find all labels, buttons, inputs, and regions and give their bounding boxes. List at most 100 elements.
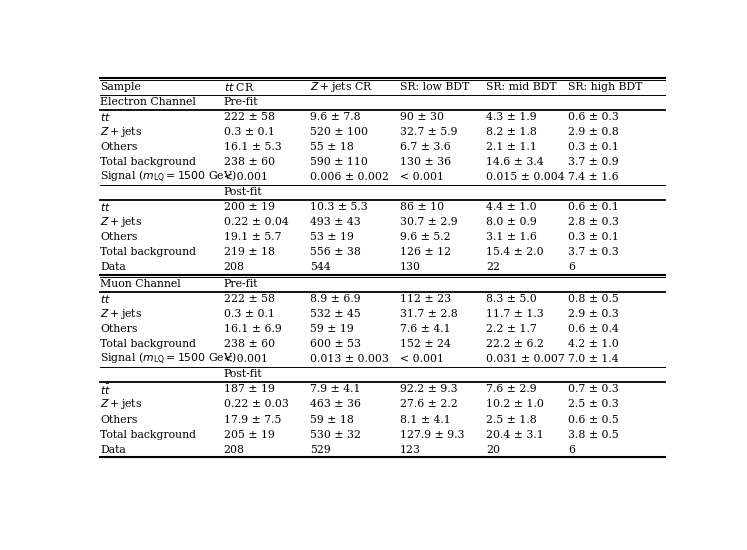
Text: 2.9 ± 0.8: 2.9 ± 0.8 (568, 127, 619, 137)
Text: 0.3 ± 0.1: 0.3 ± 0.1 (223, 127, 274, 137)
Text: 6: 6 (568, 262, 575, 272)
Text: 3.7 ± 0.3: 3.7 ± 0.3 (568, 248, 619, 257)
Text: $Z+$jets: $Z+$jets (100, 307, 143, 321)
Text: 0.015 ± 0.004: 0.015 ± 0.004 (486, 172, 565, 182)
Text: 20: 20 (486, 444, 500, 455)
Text: $t\bar{t}$: $t\bar{t}$ (100, 292, 111, 306)
Text: 27.6 ± 2.2: 27.6 ± 2.2 (400, 399, 458, 410)
Text: 205 ± 19: 205 ± 19 (223, 430, 274, 439)
Text: 520 ± 100: 520 ± 100 (311, 127, 368, 137)
Text: 86 ± 10: 86 ± 10 (400, 202, 444, 212)
Text: 544: 544 (311, 262, 331, 272)
Text: 6: 6 (568, 444, 575, 455)
Text: 16.1 ± 6.9: 16.1 ± 6.9 (223, 324, 282, 334)
Text: 152 ± 24: 152 ± 24 (400, 339, 451, 349)
Text: 8.1 ± 4.1: 8.1 ± 4.1 (400, 415, 451, 425)
Text: 126 ± 12: 126 ± 12 (400, 248, 451, 257)
Text: Total background: Total background (100, 157, 196, 167)
Text: 2.5 ± 1.8: 2.5 ± 1.8 (486, 415, 536, 425)
Text: 59 ± 19: 59 ± 19 (311, 324, 354, 334)
Text: 17.9 ± 7.5: 17.9 ± 7.5 (223, 415, 281, 425)
Text: 590 ± 110: 590 ± 110 (311, 157, 368, 167)
Text: 32.7 ± 5.9: 32.7 ± 5.9 (400, 127, 458, 137)
Text: 600 ± 53: 600 ± 53 (311, 339, 362, 349)
Text: 16.1 ± 5.3: 16.1 ± 5.3 (223, 142, 282, 152)
Text: < 0.001: < 0.001 (400, 172, 444, 182)
Text: 4.3 ± 1.9: 4.3 ± 1.9 (486, 112, 536, 122)
Text: Electron Channel: Electron Channel (100, 97, 196, 107)
Text: 90 ± 30: 90 ± 30 (400, 112, 444, 122)
Text: 2.8 ± 0.3: 2.8 ± 0.3 (568, 217, 619, 227)
Text: $t\bar{t}$: $t\bar{t}$ (100, 200, 111, 214)
Text: 31.7 ± 2.8: 31.7 ± 2.8 (400, 309, 458, 320)
Text: $Z+$jets: $Z+$jets (100, 398, 143, 411)
Text: Sample: Sample (100, 82, 141, 92)
Text: 556 ± 38: 556 ± 38 (311, 248, 362, 257)
Text: 3.7 ± 0.9: 3.7 ± 0.9 (568, 157, 619, 167)
Text: 10.3 ± 5.3: 10.3 ± 5.3 (311, 202, 368, 212)
Text: 22: 22 (486, 262, 500, 272)
Text: $Z+$jets: $Z+$jets (100, 125, 143, 139)
Text: SR: mid BDT: SR: mid BDT (486, 82, 557, 92)
Text: 19.1 ± 5.7: 19.1 ± 5.7 (223, 233, 281, 243)
Text: Total background: Total background (100, 248, 196, 257)
Text: 7.6 ± 4.1: 7.6 ± 4.1 (400, 324, 451, 334)
Text: $t\bar{t}$: $t\bar{t}$ (100, 110, 111, 124)
Text: 0.031 ± 0.007: 0.031 ± 0.007 (486, 354, 565, 365)
Text: 8.0 ± 0.9: 8.0 ± 0.9 (486, 217, 536, 227)
Text: Post-fit: Post-fit (223, 370, 262, 379)
Text: 0.3 ± 0.1: 0.3 ± 0.1 (568, 142, 619, 152)
Text: Signal ($m_{\mathrm{LQ}} = 1500$ GeV): Signal ($m_{\mathrm{LQ}} = 1500$ GeV) (100, 351, 237, 367)
Text: 123: 123 (400, 444, 421, 455)
Text: Data: Data (100, 444, 126, 455)
Text: 463 ± 36: 463 ± 36 (311, 399, 362, 410)
Text: $t\bar{t}$ CR: $t\bar{t}$ CR (223, 80, 255, 94)
Text: 7.6 ± 2.9: 7.6 ± 2.9 (486, 384, 536, 394)
Text: < 0.001: < 0.001 (223, 172, 267, 182)
Text: $Z+$jets CR: $Z+$jets CR (311, 80, 374, 94)
Text: 0.013 ± 0.003: 0.013 ± 0.003 (311, 354, 389, 365)
Text: 493 ± 43: 493 ± 43 (311, 217, 362, 227)
Text: 0.3 ± 0.1: 0.3 ± 0.1 (568, 233, 619, 243)
Text: 2.5 ± 0.3: 2.5 ± 0.3 (568, 399, 619, 410)
Text: $t\bar{t}$: $t\bar{t}$ (100, 382, 111, 397)
Text: Post-fit: Post-fit (223, 188, 262, 197)
Text: 7.4 ± 1.6: 7.4 ± 1.6 (568, 172, 619, 182)
Text: Pre-fit: Pre-fit (223, 279, 258, 289)
Text: 0.8 ± 0.5: 0.8 ± 0.5 (568, 294, 619, 304)
Text: 2.1 ± 1.1: 2.1 ± 1.1 (486, 142, 537, 152)
Text: Others: Others (100, 415, 137, 425)
Text: 0.22 ± 0.04: 0.22 ± 0.04 (223, 217, 288, 227)
Text: SR: high BDT: SR: high BDT (568, 82, 642, 92)
Text: Others: Others (100, 233, 137, 243)
Text: 22.2 ± 6.2: 22.2 ± 6.2 (486, 339, 544, 349)
Text: 20.4 ± 3.1: 20.4 ± 3.1 (486, 430, 544, 439)
Text: 8.9 ± 6.9: 8.9 ± 6.9 (311, 294, 361, 304)
Text: 59 ± 18: 59 ± 18 (311, 415, 354, 425)
Text: 7.0 ± 1.4: 7.0 ± 1.4 (568, 354, 619, 365)
Text: SR: low BDT: SR: low BDT (400, 82, 469, 92)
Text: 208: 208 (223, 262, 244, 272)
Text: Others: Others (100, 142, 137, 152)
Text: 9.6 ± 7.8: 9.6 ± 7.8 (311, 112, 361, 122)
Text: 0.6 ± 0.4: 0.6 ± 0.4 (568, 324, 619, 334)
Text: Others: Others (100, 324, 137, 334)
Text: 219 ± 18: 219 ± 18 (223, 248, 275, 257)
Text: 222 ± 58: 222 ± 58 (223, 112, 275, 122)
Text: 15.4 ± 2.0: 15.4 ± 2.0 (486, 248, 544, 257)
Text: 53 ± 19: 53 ± 19 (311, 233, 354, 243)
Text: 0.6 ± 0.5: 0.6 ± 0.5 (568, 415, 619, 425)
Text: 238 ± 60: 238 ± 60 (223, 157, 275, 167)
Text: 8.2 ± 1.8: 8.2 ± 1.8 (486, 127, 537, 137)
Text: 200 ± 19: 200 ± 19 (223, 202, 275, 212)
Text: 112 ± 23: 112 ± 23 (400, 294, 451, 304)
Text: 4.4 ± 1.0: 4.4 ± 1.0 (486, 202, 536, 212)
Text: 4.2 ± 1.0: 4.2 ± 1.0 (568, 339, 619, 349)
Text: 0.6 ± 0.1: 0.6 ± 0.1 (568, 202, 619, 212)
Text: 222 ± 58: 222 ± 58 (223, 294, 275, 304)
Text: $Z+$jets: $Z+$jets (100, 216, 143, 229)
Text: 0.7 ± 0.3: 0.7 ± 0.3 (568, 384, 619, 394)
Text: 6.7 ± 3.6: 6.7 ± 3.6 (400, 142, 451, 152)
Text: Signal ($m_{\mathrm{LQ}} = 1500$ GeV): Signal ($m_{\mathrm{LQ}} = 1500$ GeV) (100, 169, 237, 185)
Text: 9.6 ± 5.2: 9.6 ± 5.2 (400, 233, 451, 243)
